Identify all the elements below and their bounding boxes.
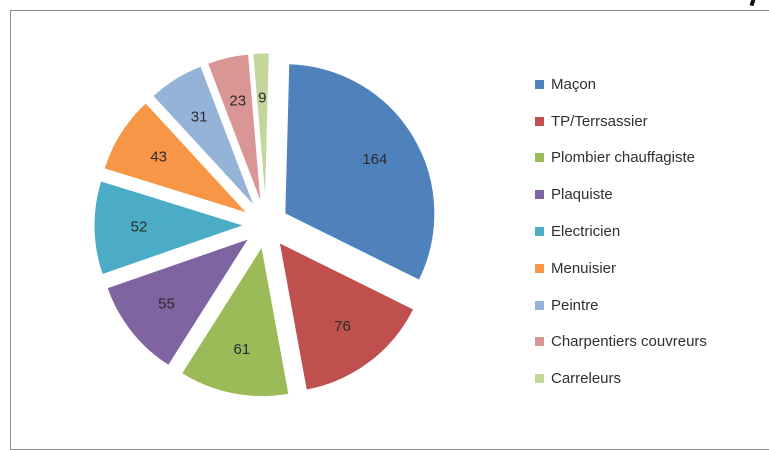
data-label-macon: 164	[362, 151, 387, 168]
pie-slice-tp-terrsassier	[278, 241, 415, 391]
data-label-plombier-chauffagiste: 61	[234, 341, 251, 358]
legend-item-tp-terrsassier: TP/Terrsassier	[525, 103, 765, 140]
legend-item-plaquiste: Plaquiste	[525, 176, 765, 213]
data-label-tp-terrsassier: 76	[334, 318, 351, 335]
legend-item-plombier-chauffagiste: Plombier chauffagiste	[525, 140, 765, 177]
legend-label: TP/Terrsassier	[551, 112, 648, 130]
legend-item-menuisier: Menuisier	[525, 250, 765, 287]
legend-swatch	[535, 374, 544, 384]
pie-chart: 164 76 61 55 52 43 31 23 9	[93, 52, 436, 398]
legend-label: Menuisier	[551, 259, 617, 277]
legend-swatch	[535, 190, 544, 200]
pie-slice-charpentiers-couvreurs	[206, 53, 262, 204]
pie-slice-menuisier	[103, 102, 250, 215]
legend-label: Electricien	[551, 223, 621, 241]
data-label-menuisier: 43	[150, 149, 167, 166]
data-label-peintre: 31	[191, 109, 208, 126]
legend-label: Charpentiers couvreurs	[551, 333, 707, 351]
legend-label: Maçon	[551, 75, 597, 93]
legend-swatch	[535, 227, 544, 237]
data-label-electricien: 52	[131, 219, 148, 236]
data-label-plaquiste: 55	[158, 295, 175, 312]
legend-swatch	[535, 116, 544, 126]
legend-item-macon: Maçon	[525, 66, 765, 103]
legend-item-carreleurs: Carreleurs	[525, 360, 765, 397]
legend-swatch	[535, 79, 544, 89]
legend-label: Plaquiste	[551, 186, 613, 204]
legend-swatch	[535, 337, 544, 347]
legend-item-electricien: Electricien	[525, 213, 765, 250]
pie-slice-peintre	[152, 65, 255, 207]
legend-label: Plombier chauffagiste	[551, 149, 695, 167]
legend-swatch	[535, 153, 544, 163]
pie-data-labels: 164 76 61 55 52 43 31 23 9	[131, 90, 388, 359]
pie-slice-carreleurs	[252, 52, 270, 204]
legend-item-peintre: Peintre	[525, 287, 765, 324]
legend-item-charpentiers-couvreurs: Charpentiers couvreurs	[525, 324, 765, 361]
chart-legend: Maçon TP/Terrsassier Plombier chauffagiste…	[525, 66, 765, 397]
data-label-charpentiers-couvreurs: 23	[229, 93, 246, 110]
pie-slice-plaquiste	[106, 237, 250, 367]
legend-label: Peintre	[551, 296, 599, 314]
data-label-carreleurs: 9	[258, 90, 266, 107]
legend-swatch	[535, 263, 544, 273]
pie-slice-electricien	[93, 180, 246, 276]
legend-label: Carreleurs	[551, 370, 622, 388]
pie-slice-macon	[284, 63, 436, 281]
pie-slice-plombier-chauffagiste	[180, 245, 290, 398]
pie-slices	[93, 52, 436, 398]
legend-swatch	[535, 300, 544, 310]
